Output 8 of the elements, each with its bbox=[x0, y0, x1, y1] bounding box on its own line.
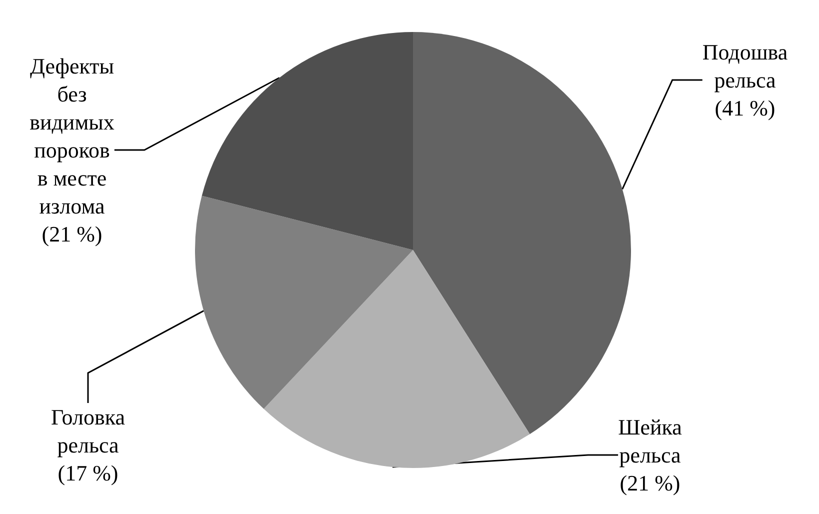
data-label: (17 %) bbox=[58, 460, 118, 486]
data-label: (41 %) bbox=[714, 96, 776, 120]
slice-label: Дефекты без видимых пороков в месте излома bbox=[30, 54, 114, 218]
data-label: (21 %) bbox=[42, 222, 102, 246]
slice-label: Подошва рельса bbox=[702, 40, 788, 92]
slice-label: Головка рельса bbox=[51, 404, 126, 458]
slice-label: Шейка рельса bbox=[618, 414, 682, 468]
data-label: (21 %) bbox=[620, 470, 680, 496]
